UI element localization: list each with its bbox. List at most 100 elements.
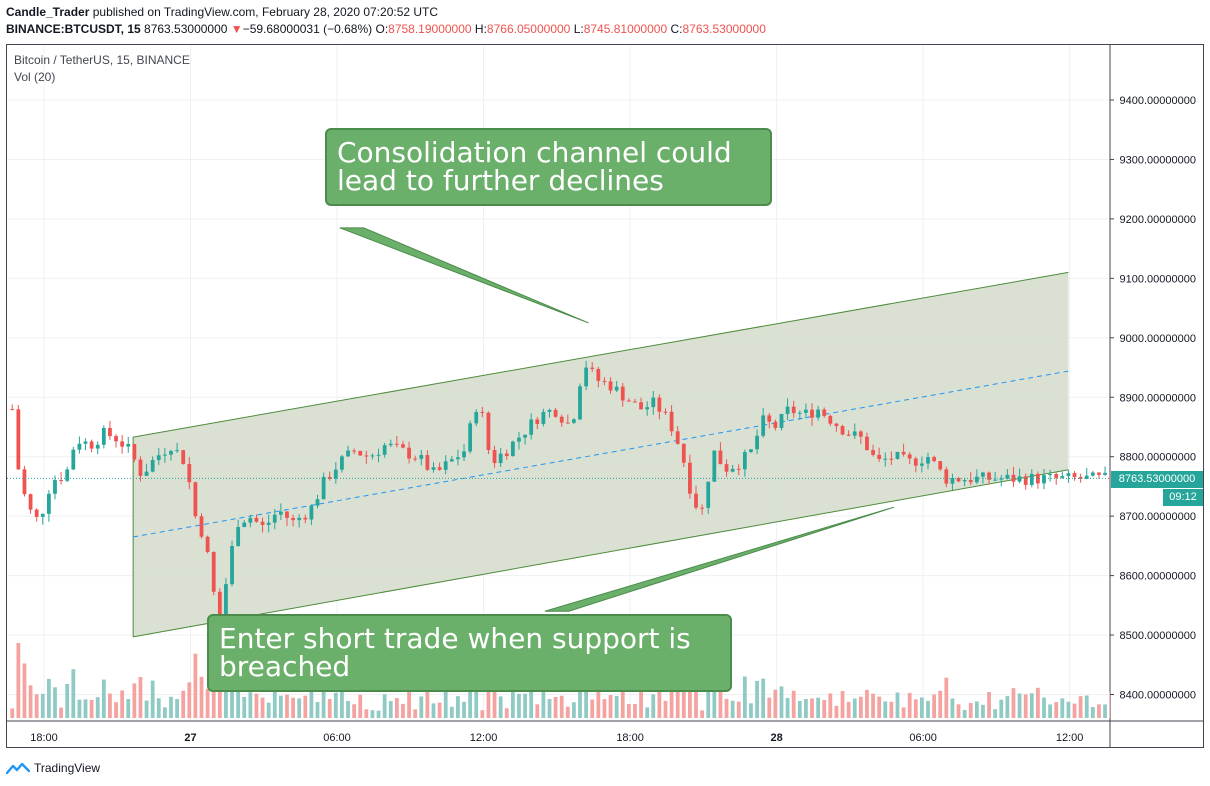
callout-consolidation[interactable]: Consolidation channel could lead to furt… [325, 128, 772, 206]
price-change: −59.68000031 (−0.68%) [242, 22, 373, 36]
volume-bar [120, 690, 125, 718]
candle [83, 438, 88, 451]
candle [492, 445, 497, 468]
volume-legend[interactable]: Vol (20) [14, 70, 56, 84]
publish-line: Candle_Trader published on TradingView.c… [6, 4, 1206, 21]
volume-bar [297, 698, 302, 718]
volume-bar [840, 690, 845, 718]
volume-bar [53, 687, 57, 718]
candle [510, 440, 515, 457]
candle [797, 410, 802, 420]
candle [639, 397, 643, 410]
candle [272, 508, 277, 530]
series-legend[interactable]: Bitcoin / TetherUS, 15, BINANCE [14, 53, 190, 67]
candle [138, 456, 143, 482]
volume-bar [272, 687, 277, 718]
candle [431, 462, 436, 473]
channel-upper-line [133, 271, 1069, 438]
candle [736, 464, 741, 476]
candle [1048, 469, 1052, 482]
x-tick-label: 18:00 [30, 732, 58, 744]
volume-bar [456, 696, 460, 718]
candle [523, 434, 527, 445]
volume-bar [572, 702, 576, 718]
candle [462, 444, 466, 461]
ohlc-line: BINANCE:BTCUSDT, 15 8763.53000000 ▼−59.6… [6, 21, 1206, 38]
tradingview-logo-icon[interactable] [6, 761, 30, 775]
volume-bar [993, 709, 998, 718]
open-label: O: [375, 22, 389, 36]
volume-bar [858, 696, 863, 718]
close-value: 8763.53000000 [682, 22, 766, 36]
candle [913, 456, 918, 473]
candle [547, 408, 552, 418]
bar-countdown-tag: 09:12 [1163, 489, 1203, 506]
candle [804, 403, 808, 419]
candle [230, 540, 234, 587]
candle [333, 462, 338, 484]
volume-bar [1115, 705, 1119, 718]
candle [211, 551, 216, 596]
volume-bar [278, 695, 283, 718]
volume-bar [932, 694, 937, 718]
candle [669, 405, 674, 437]
candle [1090, 471, 1095, 477]
candle [260, 517, 265, 533]
volume-bar [785, 697, 790, 718]
candle [993, 471, 998, 482]
volume-bar [950, 698, 955, 718]
candle [840, 424, 845, 436]
candle [938, 461, 943, 472]
callout-short-trade[interactable]: Enter short trade when support is breach… [207, 614, 732, 692]
candle [1042, 469, 1046, 490]
volume-bar [309, 688, 314, 718]
tradingview-brand[interactable]: TradingView [34, 761, 101, 775]
candle [596, 366, 601, 388]
candle [981, 471, 985, 484]
volume-bar [1066, 701, 1071, 718]
candle [816, 405, 821, 421]
candle [419, 449, 424, 466]
y-tick-label: 8700.00000000 [1120, 511, 1196, 523]
candle [242, 520, 247, 528]
volume-bar [95, 697, 100, 718]
volume-bar [376, 710, 381, 718]
candle [175, 442, 179, 453]
candle [352, 448, 357, 455]
volume-bar [205, 688, 210, 718]
volume-bar [1103, 704, 1107, 718]
volume-bar [59, 707, 63, 718]
x-tick-label: 12:00 [1056, 732, 1084, 744]
volume-bar [553, 696, 558, 718]
volume-bar [352, 704, 357, 718]
volume-bar [846, 701, 851, 718]
volume-bar [10, 708, 15, 718]
last-price-tag: 8763.53000000 [1111, 471, 1203, 488]
volume-bar [443, 691, 448, 718]
y-tick-label: 8800.00000000 [1120, 452, 1196, 464]
candle [162, 448, 167, 463]
y-tick-label: 9400.00000000 [1120, 95, 1196, 107]
volume-bar [913, 699, 918, 718]
candle [150, 456, 155, 473]
candle [108, 420, 112, 440]
volume-bar [144, 700, 149, 718]
volume-bar [510, 685, 515, 718]
volume-bar [755, 680, 759, 718]
candle [565, 414, 570, 424]
volume-bar [1036, 687, 1040, 718]
candle [620, 382, 625, 407]
y-tick-label: 9000.00000000 [1120, 333, 1196, 345]
volume-bar [34, 694, 39, 718]
candle [28, 493, 33, 514]
candle [944, 466, 949, 488]
low-value: 8745.81000000 [583, 22, 668, 36]
x-tick-label: 27 [184, 732, 196, 744]
author-name[interactable]: Candle_Trader [6, 5, 90, 19]
volume-bar [1011, 688, 1016, 718]
volume-bar [162, 707, 167, 718]
candle [407, 441, 411, 464]
candle [700, 504, 705, 515]
candle [865, 432, 869, 451]
